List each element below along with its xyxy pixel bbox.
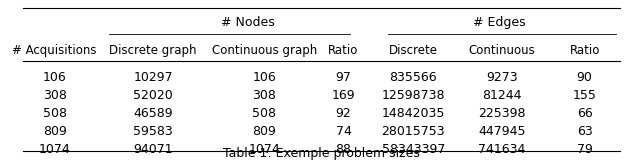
Text: Continuous graph: Continuous graph bbox=[212, 44, 317, 57]
Text: 155: 155 bbox=[573, 89, 596, 102]
Text: 14842035: 14842035 bbox=[381, 107, 445, 120]
Text: 81244: 81244 bbox=[483, 89, 522, 102]
Text: 66: 66 bbox=[577, 107, 593, 120]
Text: 106: 106 bbox=[43, 71, 67, 84]
Text: 74: 74 bbox=[335, 125, 351, 138]
Text: Table 1: Exemple problem sizes: Table 1: Exemple problem sizes bbox=[223, 147, 420, 160]
Text: 28015753: 28015753 bbox=[381, 125, 445, 138]
Text: 10297: 10297 bbox=[133, 71, 173, 84]
Text: 92: 92 bbox=[335, 107, 351, 120]
Text: 508: 508 bbox=[252, 107, 276, 120]
Text: Continuous: Continuous bbox=[468, 44, 536, 57]
Text: 94071: 94071 bbox=[133, 143, 173, 155]
Text: 741634: 741634 bbox=[479, 143, 526, 155]
Text: 59583: 59583 bbox=[133, 125, 173, 138]
Text: # Nodes: # Nodes bbox=[221, 16, 275, 29]
Text: 12598738: 12598738 bbox=[381, 89, 445, 102]
Text: 97: 97 bbox=[335, 71, 351, 84]
Text: 308: 308 bbox=[252, 89, 276, 102]
Text: 809: 809 bbox=[43, 125, 67, 138]
Text: 1074: 1074 bbox=[39, 143, 70, 155]
Text: 508: 508 bbox=[43, 107, 67, 120]
Text: 79: 79 bbox=[577, 143, 593, 155]
Text: 52020: 52020 bbox=[133, 89, 173, 102]
Text: 90: 90 bbox=[577, 71, 593, 84]
Text: 58343397: 58343397 bbox=[381, 143, 445, 155]
Text: 835566: 835566 bbox=[390, 71, 437, 84]
Text: 809: 809 bbox=[252, 125, 276, 138]
Text: Discrete graph: Discrete graph bbox=[109, 44, 197, 57]
Text: 106: 106 bbox=[252, 71, 276, 84]
Text: 46589: 46589 bbox=[133, 107, 173, 120]
Text: 88: 88 bbox=[335, 143, 351, 155]
Text: 63: 63 bbox=[577, 125, 593, 138]
Text: 447945: 447945 bbox=[479, 125, 526, 138]
Text: # Acquisitions: # Acquisitions bbox=[13, 44, 97, 57]
Text: 1074: 1074 bbox=[248, 143, 280, 155]
Text: Ratio: Ratio bbox=[570, 44, 600, 57]
Text: 225398: 225398 bbox=[479, 107, 526, 120]
Text: 169: 169 bbox=[332, 89, 355, 102]
Text: 9273: 9273 bbox=[486, 71, 518, 84]
Text: Discrete: Discrete bbox=[389, 44, 438, 57]
Text: # Edges: # Edges bbox=[473, 16, 525, 29]
Text: Ratio: Ratio bbox=[328, 44, 358, 57]
Text: 308: 308 bbox=[43, 89, 67, 102]
